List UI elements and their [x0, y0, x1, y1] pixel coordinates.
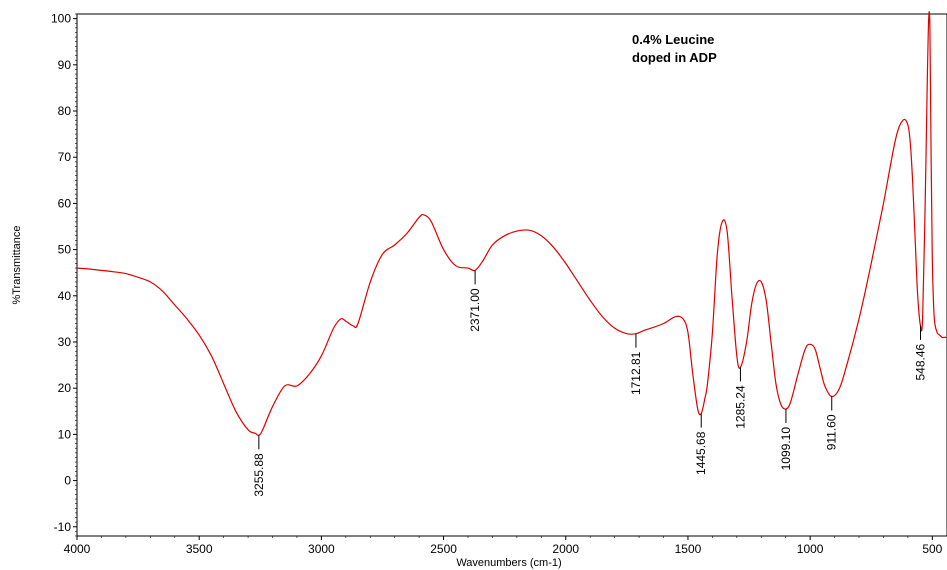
x-tick-label: 3500	[186, 542, 213, 556]
y-tick-label: 70	[58, 150, 72, 164]
y-axis: -10 0 10 20 30 40 50 60 70 80 90 100	[51, 12, 77, 537]
peak-label: 1445.68	[694, 431, 708, 475]
y-tick-label: 0	[64, 474, 71, 488]
x-tick-label: 3000	[308, 542, 335, 556]
x-tick-label: 1000	[797, 542, 824, 556]
annotation-line-1: 0.4% Leucine	[632, 32, 714, 47]
y-tick-label: 90	[58, 58, 72, 72]
y-tick-label: 60	[58, 196, 72, 210]
plot-border	[76, 13, 947, 537]
plot-area	[76, 13, 947, 537]
peak-markers: 3255.88 2371.00 1712.81 1445.68 1285.24 1099.…	[252, 270, 928, 497]
y-tick-label: 20	[58, 381, 72, 395]
x-tick-label: 4000	[64, 542, 91, 556]
y-tick-label: 80	[58, 104, 72, 118]
y-tick-label: 40	[58, 289, 72, 303]
x-tick-label: 1500	[675, 542, 702, 556]
peak-label: 1099.10	[779, 427, 793, 471]
y-tick-label: -10	[54, 520, 72, 534]
x-tick-label: 500	[922, 542, 942, 556]
peak-label: 911.60	[825, 414, 839, 450]
x-axis: 4000 3500 3000 2500 2000 1500 1000 500	[64, 536, 943, 556]
x-axis-title: Wavenumbers (cm-1)	[456, 557, 561, 569]
peak-label: 1712.81	[629, 351, 643, 395]
series-layer	[76, 11, 947, 437]
y-tick-label: 100	[51, 12, 71, 26]
y-tick-label: 30	[58, 335, 72, 349]
peak-label: 548.46	[914, 343, 928, 380]
peak-label: 2371.00	[468, 288, 482, 332]
y-axis-title: %Transmittance	[11, 225, 23, 304]
peak-label: 1285.24	[733, 385, 747, 429]
peak-label: 3255.88	[252, 453, 266, 497]
x-tick-label: 2000	[552, 542, 579, 556]
annotation-line-2: doped in ADP	[632, 50, 717, 65]
y-tick-label: 10	[58, 427, 72, 441]
y-tick-label: 50	[58, 243, 72, 257]
x-tick-label: 2500	[430, 542, 457, 556]
spectrum-line	[76, 11, 947, 437]
